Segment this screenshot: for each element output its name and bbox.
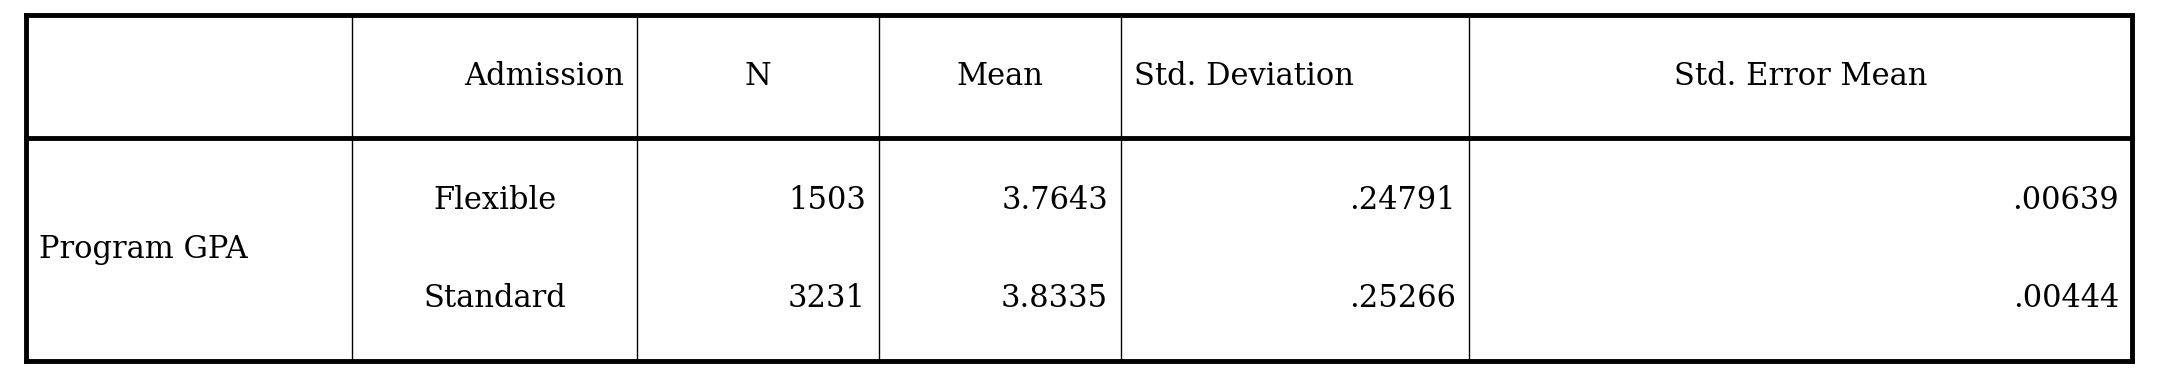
Text: 1503: 1503 <box>788 185 865 216</box>
Text: 3.7643: 3.7643 <box>1001 185 1109 216</box>
Text: 3.8335: 3.8335 <box>1001 283 1109 314</box>
Text: Std. Deviation: Std. Deviation <box>1135 61 1353 92</box>
Text: .24791: .24791 <box>1349 185 1457 216</box>
Text: .00639: .00639 <box>2013 185 2119 216</box>
Text: 3231: 3231 <box>788 283 865 314</box>
Text: Admission: Admission <box>464 61 624 92</box>
Text: Mean: Mean <box>956 61 1044 92</box>
Text: Flexible: Flexible <box>434 185 557 216</box>
Text: .00444: .00444 <box>2013 283 2119 314</box>
Text: N: N <box>745 61 770 92</box>
Text: Standard: Standard <box>423 283 565 314</box>
Text: .25266: .25266 <box>1349 283 1457 314</box>
Text: Program GPA: Program GPA <box>39 234 248 265</box>
Text: Std. Error Mean: Std. Error Mean <box>1675 61 1927 92</box>
